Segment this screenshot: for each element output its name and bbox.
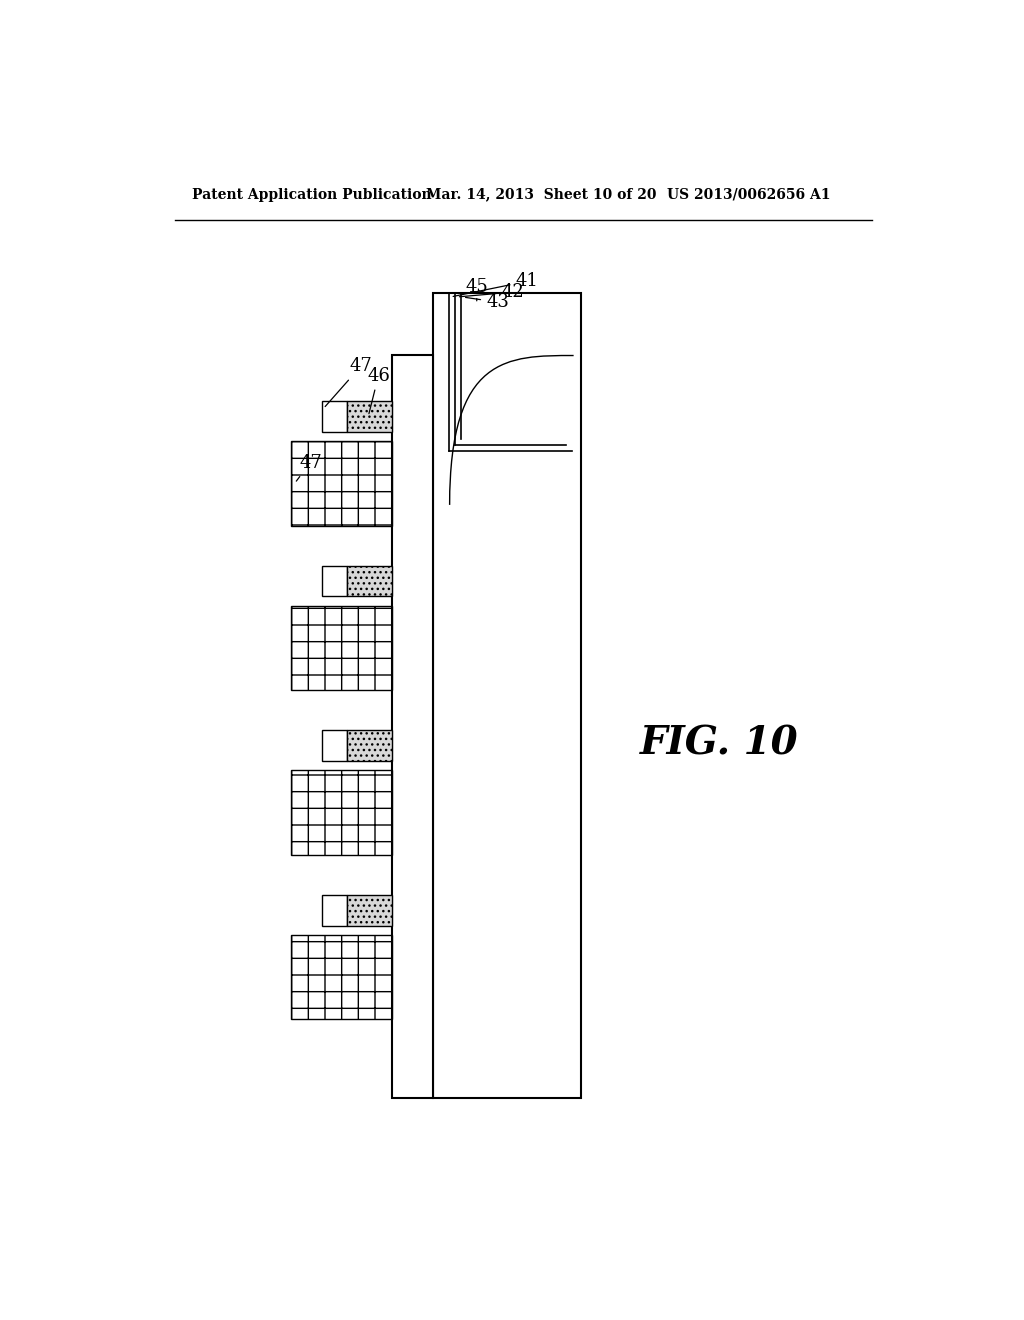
Bar (346, 895, 391, 925)
Text: 45: 45 (465, 277, 488, 301)
Bar (322, 565, 346, 597)
Text: 43: 43 (466, 293, 509, 312)
Bar (322, 895, 346, 925)
Bar (432, 293, 582, 1098)
Bar (346, 730, 391, 760)
Bar (291, 441, 391, 525)
Bar (322, 730, 346, 760)
Bar (291, 606, 391, 690)
Bar (322, 401, 346, 432)
Text: Mar. 14, 2013  Sheet 10 of 20: Mar. 14, 2013 Sheet 10 of 20 (426, 187, 656, 202)
Bar (346, 565, 391, 597)
Text: US 2013/0062656 A1: US 2013/0062656 A1 (667, 187, 830, 202)
Bar (291, 935, 391, 1019)
Bar (291, 770, 391, 855)
Text: 46: 46 (367, 367, 390, 413)
Text: FIG. 10: FIG. 10 (640, 725, 798, 763)
Bar (391, 355, 432, 1098)
Text: 47: 47 (326, 358, 372, 407)
Bar (346, 401, 391, 432)
Text: 47: 47 (296, 454, 322, 480)
Text: 41: 41 (454, 272, 539, 297)
Text: 42: 42 (460, 284, 524, 301)
Text: Patent Application Publication: Patent Application Publication (193, 187, 432, 202)
